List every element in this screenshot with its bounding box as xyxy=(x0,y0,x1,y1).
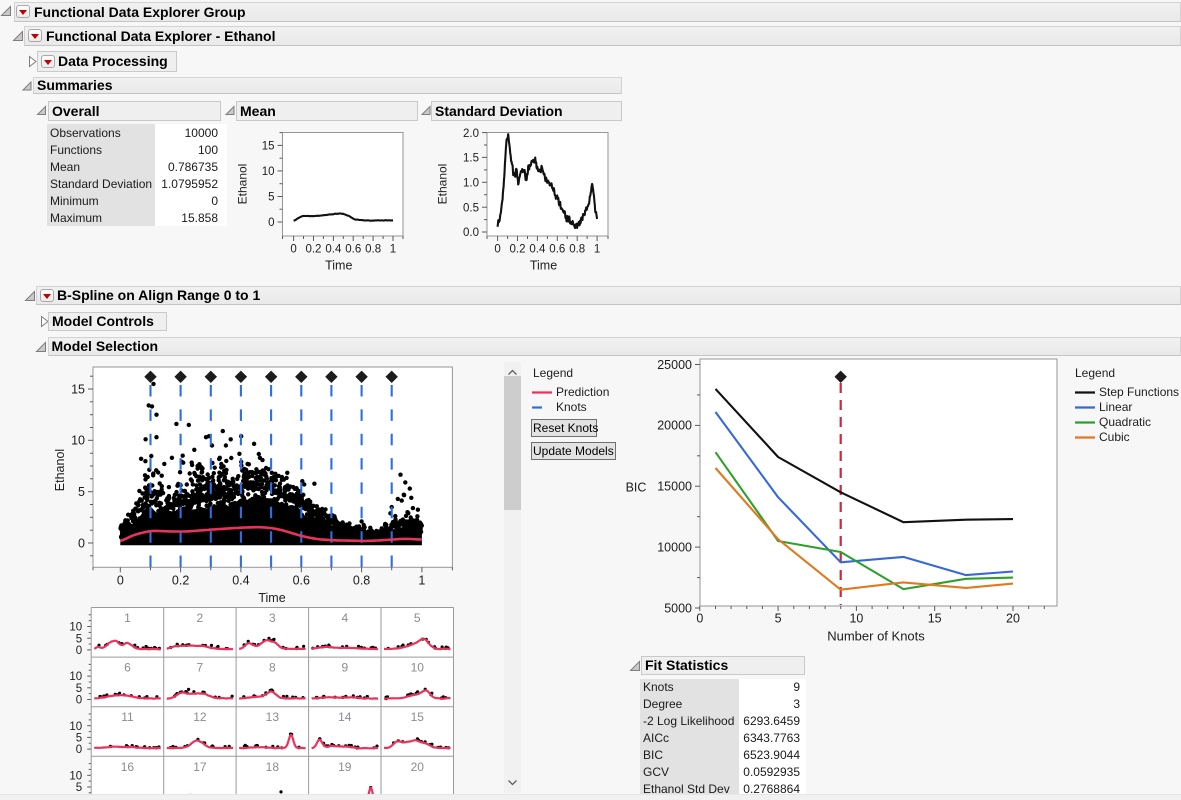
svg-text:8: 8 xyxy=(269,661,276,675)
svg-text:Ethanol: Ethanol xyxy=(236,164,250,205)
svg-text:15000: 15000 xyxy=(657,480,692,494)
svg-text:5: 5 xyxy=(76,733,82,745)
svg-text:5000: 5000 xyxy=(664,601,692,615)
svg-text:1: 1 xyxy=(124,611,131,625)
svg-text:BIC: BIC xyxy=(626,481,647,495)
svg-text:15: 15 xyxy=(262,141,275,153)
svg-text:5: 5 xyxy=(414,611,421,625)
svg-text:2.0: 2.0 xyxy=(463,128,479,140)
svg-text:Time: Time xyxy=(258,591,285,605)
svg-text:0: 0 xyxy=(494,244,500,256)
svg-text:0.6: 0.6 xyxy=(293,573,310,587)
svg-text:5: 5 xyxy=(268,192,274,204)
svg-text:19: 19 xyxy=(338,760,352,774)
svg-text:14: 14 xyxy=(338,710,352,724)
svg-text:5: 5 xyxy=(775,611,782,625)
svg-text:5: 5 xyxy=(76,683,82,695)
svg-text:Ethanol: Ethanol xyxy=(436,164,450,205)
svg-text:10: 10 xyxy=(411,661,425,675)
svg-text:0: 0 xyxy=(78,536,85,550)
svg-text:0.4: 0.4 xyxy=(325,244,342,256)
svg-text:1.5: 1.5 xyxy=(463,153,479,165)
svg-text:12: 12 xyxy=(193,710,207,724)
svg-text:10: 10 xyxy=(69,721,82,733)
svg-text:5: 5 xyxy=(76,633,82,645)
svg-text:4: 4 xyxy=(341,611,348,625)
svg-text:17: 17 xyxy=(193,760,207,774)
svg-text:10: 10 xyxy=(262,166,275,178)
svg-text:0: 0 xyxy=(696,611,703,625)
svg-text:0.8: 0.8 xyxy=(353,573,370,587)
svg-text:0: 0 xyxy=(117,573,124,587)
svg-text:0.6: 0.6 xyxy=(345,244,361,256)
svg-text:18: 18 xyxy=(266,760,280,774)
svg-text:10: 10 xyxy=(69,770,82,782)
svg-text:7: 7 xyxy=(197,661,204,675)
svg-text:1.0: 1.0 xyxy=(463,178,479,190)
svg-text:0.4: 0.4 xyxy=(232,573,249,587)
svg-text:Number of Knots: Number of Knots xyxy=(827,628,925,643)
svg-text:20000: 20000 xyxy=(657,419,692,433)
svg-text:0.0: 0.0 xyxy=(463,227,479,239)
svg-text:10000: 10000 xyxy=(657,540,692,554)
svg-text:15: 15 xyxy=(928,611,942,625)
svg-text:9: 9 xyxy=(341,661,348,675)
svg-text:1: 1 xyxy=(594,244,600,256)
svg-text:Time: Time xyxy=(325,259,352,273)
svg-text:0.2: 0.2 xyxy=(305,244,321,256)
svg-text:10: 10 xyxy=(69,622,82,634)
svg-text:0: 0 xyxy=(76,744,82,756)
svg-text:0: 0 xyxy=(268,217,274,229)
svg-text:0: 0 xyxy=(76,695,82,707)
svg-text:2: 2 xyxy=(197,611,204,625)
svg-text:Ethanol: Ethanol xyxy=(55,449,67,491)
svg-text:20: 20 xyxy=(1006,611,1020,625)
svg-text:5: 5 xyxy=(76,782,82,794)
svg-text:13: 13 xyxy=(266,710,280,724)
svg-text:0.8: 0.8 xyxy=(365,244,381,256)
svg-text:15: 15 xyxy=(71,382,85,396)
svg-text:0.2: 0.2 xyxy=(510,244,526,256)
svg-text:0.6: 0.6 xyxy=(549,244,565,256)
svg-text:0: 0 xyxy=(76,645,82,657)
svg-text:1: 1 xyxy=(418,573,425,587)
svg-text:1: 1 xyxy=(390,244,396,256)
svg-text:25000: 25000 xyxy=(657,358,692,372)
svg-text:0.8: 0.8 xyxy=(569,244,585,256)
svg-text:10: 10 xyxy=(71,434,85,448)
svg-text:3: 3 xyxy=(269,611,276,625)
svg-text:10: 10 xyxy=(69,671,82,683)
svg-text:0.5: 0.5 xyxy=(463,202,479,214)
svg-text:0.4: 0.4 xyxy=(529,244,546,256)
svg-text:0: 0 xyxy=(290,244,296,256)
svg-text:6: 6 xyxy=(124,661,131,675)
svg-text:5: 5 xyxy=(78,485,85,499)
svg-text:10: 10 xyxy=(849,611,863,625)
svg-text:15: 15 xyxy=(411,710,425,724)
svg-text:16: 16 xyxy=(121,760,135,774)
svg-text:Time: Time xyxy=(530,259,557,273)
svg-text:20: 20 xyxy=(411,760,425,774)
svg-text:11: 11 xyxy=(121,710,134,724)
svg-text:0.2: 0.2 xyxy=(172,573,189,587)
